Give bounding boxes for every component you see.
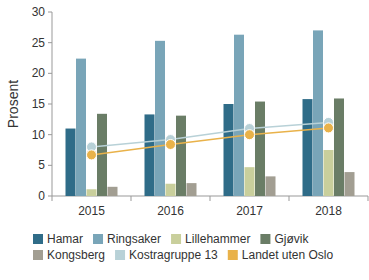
legend-item: Hamar xyxy=(33,232,83,246)
legend-swatch xyxy=(260,234,270,244)
bar xyxy=(176,116,186,196)
y-tick xyxy=(48,196,52,197)
bar xyxy=(155,41,165,196)
bar xyxy=(76,59,86,196)
legend-label: Gjøvik xyxy=(274,232,309,246)
legend: Hamar Ringsaker Lillehammer Gjøvik Kongsberg… xyxy=(33,232,334,262)
legend-item: Lillehammer xyxy=(171,232,250,246)
legend-label: Kongsberg xyxy=(47,248,105,262)
legend-item: Ringsaker xyxy=(93,232,161,246)
plot xyxy=(66,30,355,196)
bar xyxy=(334,98,344,196)
x-tick xyxy=(368,196,369,201)
legend-label: Lillehammer xyxy=(185,232,250,246)
legend-item: Kongsberg xyxy=(33,248,105,262)
x-tick-label: 2015 xyxy=(78,204,105,218)
y-tick-label: 0 xyxy=(38,189,45,203)
y-axis-label: Prosent xyxy=(5,80,21,128)
legend-item: Kostragruppe 13 xyxy=(115,248,218,262)
legend-swatch xyxy=(115,250,125,260)
y-tick xyxy=(48,134,52,135)
bar xyxy=(234,35,244,196)
marker xyxy=(324,123,334,133)
legend-label: Kostragruppe 13 xyxy=(129,248,218,262)
x-tick xyxy=(131,196,132,201)
bar xyxy=(87,189,97,196)
bar xyxy=(145,114,155,196)
bar xyxy=(97,114,107,196)
y-tick xyxy=(48,104,52,105)
marker xyxy=(87,150,97,160)
y-tick xyxy=(48,42,52,43)
bar xyxy=(266,176,276,196)
legend-swatch xyxy=(33,234,43,244)
line xyxy=(92,122,329,147)
y-tick-label: 15 xyxy=(32,97,46,111)
y-axis xyxy=(52,12,53,196)
marker xyxy=(166,139,176,149)
x-tick-label: 2018 xyxy=(315,204,342,218)
x-tick-label: 2016 xyxy=(157,204,184,218)
bar xyxy=(245,167,255,196)
bar xyxy=(345,172,355,196)
y-tick-label: 5 xyxy=(38,158,45,172)
bar xyxy=(303,99,313,196)
y-tick-label: 20 xyxy=(32,66,46,80)
legend-label: Ringsaker xyxy=(107,232,161,246)
y-tick-label: 10 xyxy=(32,128,46,142)
legend-swatch xyxy=(171,234,181,244)
legend-label: Hamar xyxy=(47,232,83,246)
marker xyxy=(245,130,255,140)
legend-swatch xyxy=(33,250,43,260)
y-tick xyxy=(48,165,52,166)
y-tick xyxy=(48,73,52,74)
x-tick xyxy=(289,196,290,201)
bar xyxy=(224,104,234,196)
legend-item: Gjøvik xyxy=(260,232,309,246)
bar xyxy=(255,102,265,196)
bar xyxy=(187,183,197,196)
y-tick xyxy=(48,12,52,13)
chart: Prosent 0 5 10 15 20 25 30 2015 2016 2017 2018 Hamar… xyxy=(0,0,369,280)
bar xyxy=(108,187,118,196)
x-tick xyxy=(210,196,211,201)
x-tick xyxy=(52,196,53,201)
y-tick-label: 30 xyxy=(32,5,46,19)
legend-item: Landet uten Oslo xyxy=(228,248,334,262)
bar xyxy=(166,184,176,196)
x-tick-label: 2017 xyxy=(236,204,263,218)
legend-label: Landet uten Oslo xyxy=(242,248,334,262)
bar xyxy=(324,150,334,196)
line xyxy=(92,128,329,155)
bar xyxy=(313,30,323,196)
legend-swatch xyxy=(228,250,238,260)
y-tick-label: 25 xyxy=(32,36,46,50)
bar xyxy=(66,129,76,196)
legend-swatch xyxy=(93,234,103,244)
